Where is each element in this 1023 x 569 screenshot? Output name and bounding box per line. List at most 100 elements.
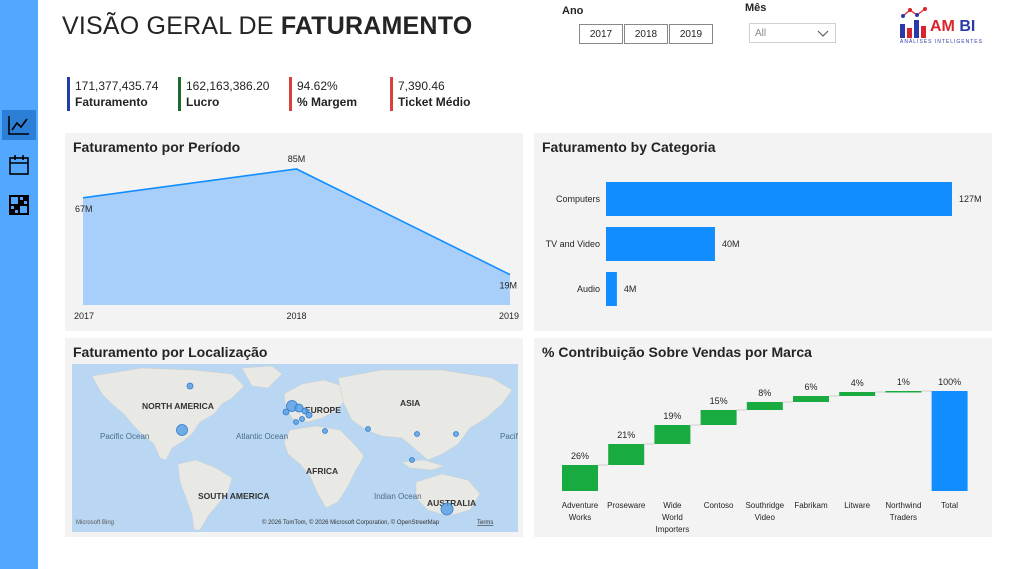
map-terms-link[interactable]: Terms — [477, 520, 493, 526]
label-asia: ASIA — [400, 398, 420, 408]
land-africa — [283, 425, 365, 509]
waterfall-bar[interactable] — [793, 396, 829, 402]
year-button-2019[interactable]: 2019 — [669, 24, 713, 44]
map-bubble[interactable] — [301, 407, 309, 415]
map-bubbles — [176, 382, 459, 516]
year-slicer-label: Ano — [562, 5, 584, 17]
label-south-america: SOUTH AMERICA — [198, 491, 269, 501]
kpi-ticket-medio: 7,390.46 Ticket Médio — [390, 77, 470, 111]
logo-subtitle: ANÁLISES INTELIGENTES — [900, 39, 983, 45]
periodo-panel-title: Faturamento por Período — [73, 139, 241, 155]
bar[interactable] — [606, 272, 617, 306]
ocean-label-text: Atlantic Ocean — [236, 432, 288, 441]
area-point[interactable] — [291, 163, 303, 175]
map-bubble[interactable] — [176, 424, 188, 436]
bar-data-label: 127M — [959, 194, 982, 204]
map-bubble[interactable] — [293, 419, 299, 425]
area-point[interactable] — [504, 269, 516, 281]
waterfall-bar[interactable] — [839, 392, 876, 396]
waterfall-category-label: Adventure Works — [562, 501, 599, 522]
waterfall-data-label: 21% — [617, 430, 635, 440]
world-map[interactable]: NORTH AMERICA EUROPE ASIA AFRICA SOUTH A… — [72, 364, 518, 532]
bar-category-label: Computers — [556, 194, 601, 204]
contribuicao-panel[interactable]: % Contribuição Sobre Vendas por Marca 26… — [534, 338, 992, 537]
year-button-2017[interactable]: 2017 — [579, 24, 623, 44]
area-x-tick-label: 2018 — [286, 311, 306, 321]
logo-network-icon — [900, 7, 927, 38]
waterfall-category-label: Proseware — [607, 501, 646, 510]
label-indian-ocean: Indian Ocean — [374, 492, 422, 501]
map-bubble[interactable] — [453, 431, 459, 437]
nav-overview-button[interactable] — [2, 110, 36, 140]
waterfall-data-label: 15% — [710, 396, 728, 406]
area-point[interactable] — [77, 192, 89, 204]
waterfall-category-label: Northwind Traders — [885, 501, 921, 522]
area-data-label: 67M — [75, 204, 93, 214]
area-x-tick-label: 2019 — [499, 311, 519, 321]
waterfall-bar[interactable] — [608, 444, 645, 465]
waterfall-category-label: Contoso — [704, 501, 734, 510]
map-bubble[interactable] — [322, 428, 328, 434]
month-slicer-label: Mês — [745, 2, 767, 14]
map-bubble[interactable] — [414, 431, 420, 437]
page-title: VISÃO GERAL DE FATURAMENTO — [62, 12, 473, 40]
map-bubble[interactable] — [294, 403, 304, 413]
logo-text: AM BI — [930, 18, 976, 35]
kpi-value: 7,390.46 — [398, 79, 445, 93]
kpi-value: 94.62% — [297, 79, 338, 93]
area-line — [82, 168, 511, 276]
categoria-panel[interactable]: Faturamento by Categoria Computers 127M TV… — [534, 133, 992, 331]
periodo-panel[interactable]: Faturamento por Período 67M 2017 85M 2018 19… — [65, 133, 523, 331]
area-data-label: 19M — [499, 281, 517, 291]
label-north-america: NORTH AMERICA — [142, 401, 214, 411]
waterfall-bar[interactable] — [654, 425, 691, 444]
left-nav — [0, 0, 38, 569]
map-bubble[interactable] — [365, 426, 371, 432]
land-australia — [415, 473, 481, 517]
kpi-accent-bar — [390, 77, 393, 111]
month-dropdown[interactable]: All — [749, 23, 836, 43]
waterfall-data-label: 26% — [571, 451, 589, 461]
waterfall-bar[interactable] — [562, 465, 598, 491]
map-bubble[interactable] — [186, 382, 194, 390]
categoria-bar-chart: Computers 127M TV and Video 40M Audio 4M — [546, 182, 982, 306]
waterfall-bar[interactable] — [700, 410, 737, 425]
bar-category-label: Audio — [577, 284, 600, 294]
waterfall-total-bar[interactable] — [931, 391, 968, 491]
localizacao-panel[interactable]: Faturamento por Localização NORTH AMERIC… — [65, 338, 523, 537]
waterfall-bar[interactable] — [885, 391, 922, 393]
nav-calendar-button[interactable] — [2, 150, 36, 180]
area-x-tick-label: 2017 — [74, 311, 94, 321]
map-brand: Microsoft Bing — [76, 520, 114, 526]
label-africa: AFRICA — [306, 466, 338, 476]
bar[interactable] — [606, 227, 715, 261]
line-chart-icon — [8, 116, 29, 135]
map-bubble[interactable] — [409, 457, 415, 463]
waterfall-category-label: Litware — [844, 501, 870, 510]
kpi-accent-bar — [289, 77, 292, 111]
kpi-faturamento: 171,377,435.74 Faturamento — [67, 77, 158, 111]
kpi-margem: 94.62% % Margem — [289, 77, 357, 111]
bar[interactable] — [606, 182, 952, 216]
label-pacific-ocean-east: Pacific Ocean — [500, 432, 518, 441]
waterfall-category-label: Wide World Importers — [656, 501, 690, 534]
year-button-2018[interactable]: 2018 — [624, 24, 668, 44]
waterfall-data-label: 8% — [758, 388, 771, 398]
map-attribution: © 2026 TomTom, © 2026 Microsoft Corporat… — [262, 519, 440, 526]
kpi-label: % Margem — [297, 95, 358, 109]
ocean-label-text: Pacific Ocean — [500, 432, 518, 441]
nav-matrix-button[interactable] — [2, 190, 36, 220]
company-logo: AM BI ANÁLISES INTELIGENTES — [898, 6, 998, 46]
waterfall-category-label: Fabrikam — [794, 501, 828, 510]
land-south-america — [177, 459, 233, 531]
waterfall-data-label: 4% — [851, 378, 864, 388]
calendar-icon — [9, 155, 29, 175]
label-pacific-ocean-west: Pacific Ocean — [100, 432, 149, 441]
map-bubble[interactable] — [440, 502, 454, 516]
map-bubble[interactable] — [282, 408, 290, 416]
map-bubble[interactable] — [305, 411, 313, 419]
map-bubble[interactable] — [299, 416, 305, 422]
waterfall-bar[interactable] — [746, 402, 783, 410]
bar-data-label: 4M — [624, 284, 637, 294]
land-asia — [337, 369, 513, 461]
